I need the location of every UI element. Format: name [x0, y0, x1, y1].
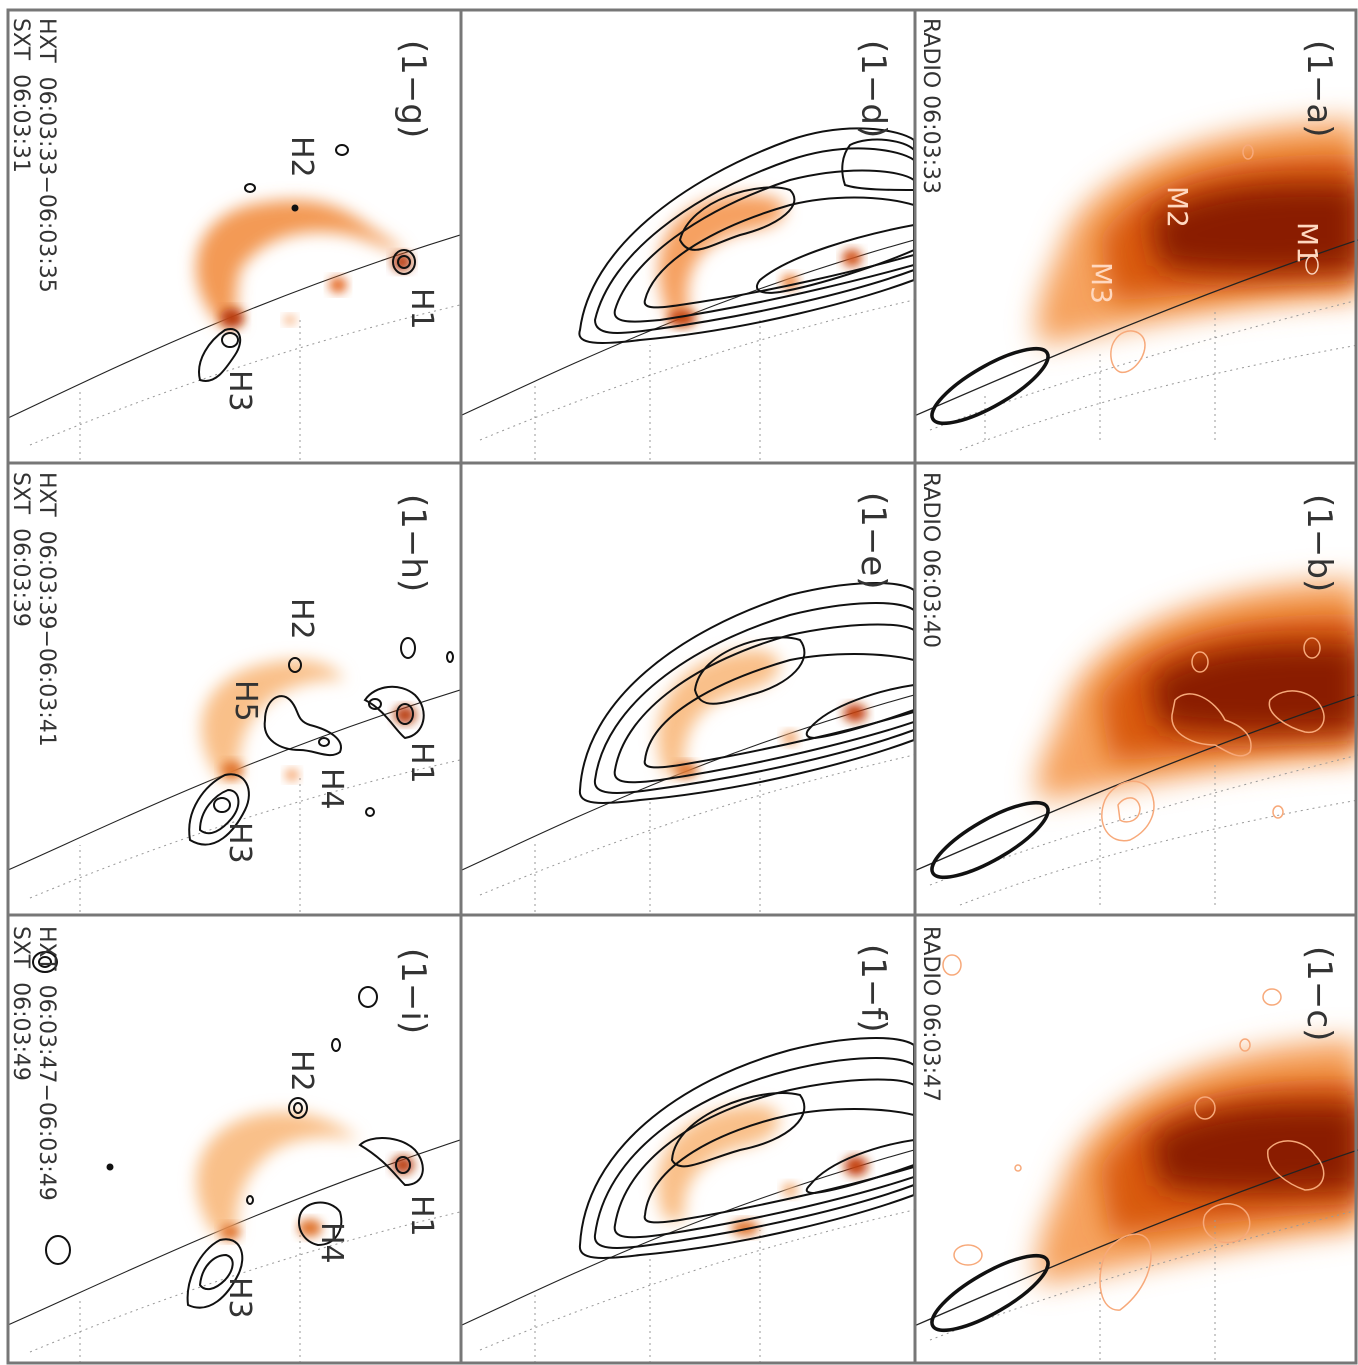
- source-label-h3: H3: [222, 1277, 257, 1319]
- orange-contours: [942, 954, 1325, 1311]
- solar-limb-grid: [8, 1139, 460, 1363]
- panel-1-h-hxt-time: HXT 06:03:39−06:03:41: [34, 472, 59, 747]
- panel-1-g-sxt-time: SXT 06:03:31: [8, 18, 33, 173]
- source-label-m2: M2: [1161, 186, 1194, 228]
- source-label-h5: H5: [228, 680, 263, 722]
- hxt-contours: [32, 951, 424, 1309]
- solar-limb-grid: [462, 694, 914, 912]
- panel-1-d: (1−d): [462, 40, 914, 460]
- source-label-m1: M1: [1291, 222, 1324, 264]
- panel-1-a: [916, 120, 1358, 451]
- sxt-black-contours: [578, 127, 914, 344]
- panel-frame: [6, 8, 1358, 1365]
- panel-1-h: H2 H5 H1 H4 H3 (1−h) HXT 06:03:39−06:03:…: [8, 472, 460, 912]
- panel-1-e-label: (1−e): [853, 492, 893, 590]
- solar-limb-grid: [916, 1149, 1358, 1360]
- panel-1-b: [916, 580, 1358, 906]
- sxt-loop-emission: [657, 1105, 868, 1236]
- orange-contours: [1110, 144, 1319, 374]
- source-label-h1: H1: [404, 742, 439, 784]
- source-label-h1: H1: [404, 288, 439, 330]
- panel-1-g-hxt-time: HXT 06:03:33−06:03:35: [34, 18, 59, 293]
- panel-1-i-hxt-time: HXT 06:03:47−06:03:49: [34, 926, 59, 1201]
- sxt-black-contours: [578, 582, 914, 804]
- orange-contours: [1101, 637, 1325, 842]
- panel-1-b-time: RADIO 06:03:40: [918, 472, 943, 648]
- panel-1-i-label: (1−i): [393, 948, 433, 1034]
- beam-ellipse: [930, 1253, 1050, 1333]
- panel-1-i-sxt-time: SXT 06:03:49: [8, 926, 33, 1081]
- panel-1-a-time: RADIO 06:03:33: [918, 18, 943, 194]
- hxt-contours: [188, 637, 454, 846]
- panel-1-g: H2 H1 H3 (1−g) HXT 06:03:33−06:03:35 SXT…: [8, 18, 460, 460]
- sxt-loop-emission: [196, 1111, 414, 1240]
- source-label-h4: H4: [314, 768, 349, 810]
- source-label-h3: H3: [222, 370, 257, 412]
- radio-emission-map: [1036, 120, 1358, 345]
- panel-1-d-label: (1−d): [853, 40, 893, 138]
- hxt-source-labels: H2 H5 H1 H4 H3: [222, 598, 439, 864]
- solar-limb-grid: [462, 239, 914, 460]
- sxt-loop-emission: [196, 200, 412, 328]
- panel-1-a-label: (1−a): [1299, 40, 1339, 137]
- panel-1-c-time: RADIO 06:03:47: [918, 926, 943, 1102]
- source-label-h3: H3: [222, 822, 257, 864]
- radio-emission-map: [1036, 1040, 1358, 1285]
- hxt-source-labels: H2 H1 H3: [222, 136, 439, 412]
- solar-limb-grid: [916, 239, 1358, 451]
- panel-1-g-label: (1−g): [393, 40, 433, 138]
- source-label-h2: H2: [284, 136, 319, 178]
- source-label-h4: H4: [314, 1222, 349, 1264]
- panel-1-i: H2 H1 H4 H3 (1−i) HXT 06:03:47−06:03:49 …: [8, 926, 460, 1363]
- solar-limb-grid: [8, 234, 460, 460]
- solar-limb-grid: [8, 689, 460, 912]
- panel-1-f: (1−f): [462, 944, 914, 1363]
- source-label-h1: H1: [404, 1195, 439, 1237]
- hxt-source-labels: H2 H1 H4 H3: [222, 1050, 439, 1319]
- source-label-h2: H2: [284, 1050, 319, 1092]
- source-label-m3: M3: [1085, 262, 1118, 304]
- hxt-contours: [198, 144, 416, 382]
- panel-1-e: (1−e): [462, 492, 914, 912]
- panel-1-h-label: (1−h): [393, 494, 433, 592]
- panel-1-b-label: (1−b): [1299, 494, 1339, 592]
- beam-ellipse: [930, 346, 1050, 426]
- panel-1-h-sxt-time: SXT 06:03:39: [8, 472, 33, 627]
- panel-1-c-label: (1−c): [1299, 946, 1339, 1041]
- radio-emission-map: [1036, 580, 1358, 800]
- panel-1-f-label: (1−f): [853, 944, 893, 1033]
- radio-panel-labels: (1−a) RADIO 06:03:33 M2 M1 M3 (1−b) RADI…: [918, 18, 1339, 1102]
- solar-limb-grid: [462, 1149, 914, 1363]
- source-label-h2: H2: [284, 598, 319, 640]
- sxt-loop-emission: [201, 660, 416, 781]
- beam-ellipse: [930, 800, 1050, 880]
- solar-limb-grid: [916, 694, 1358, 906]
- panel-1-c: [916, 954, 1358, 1360]
